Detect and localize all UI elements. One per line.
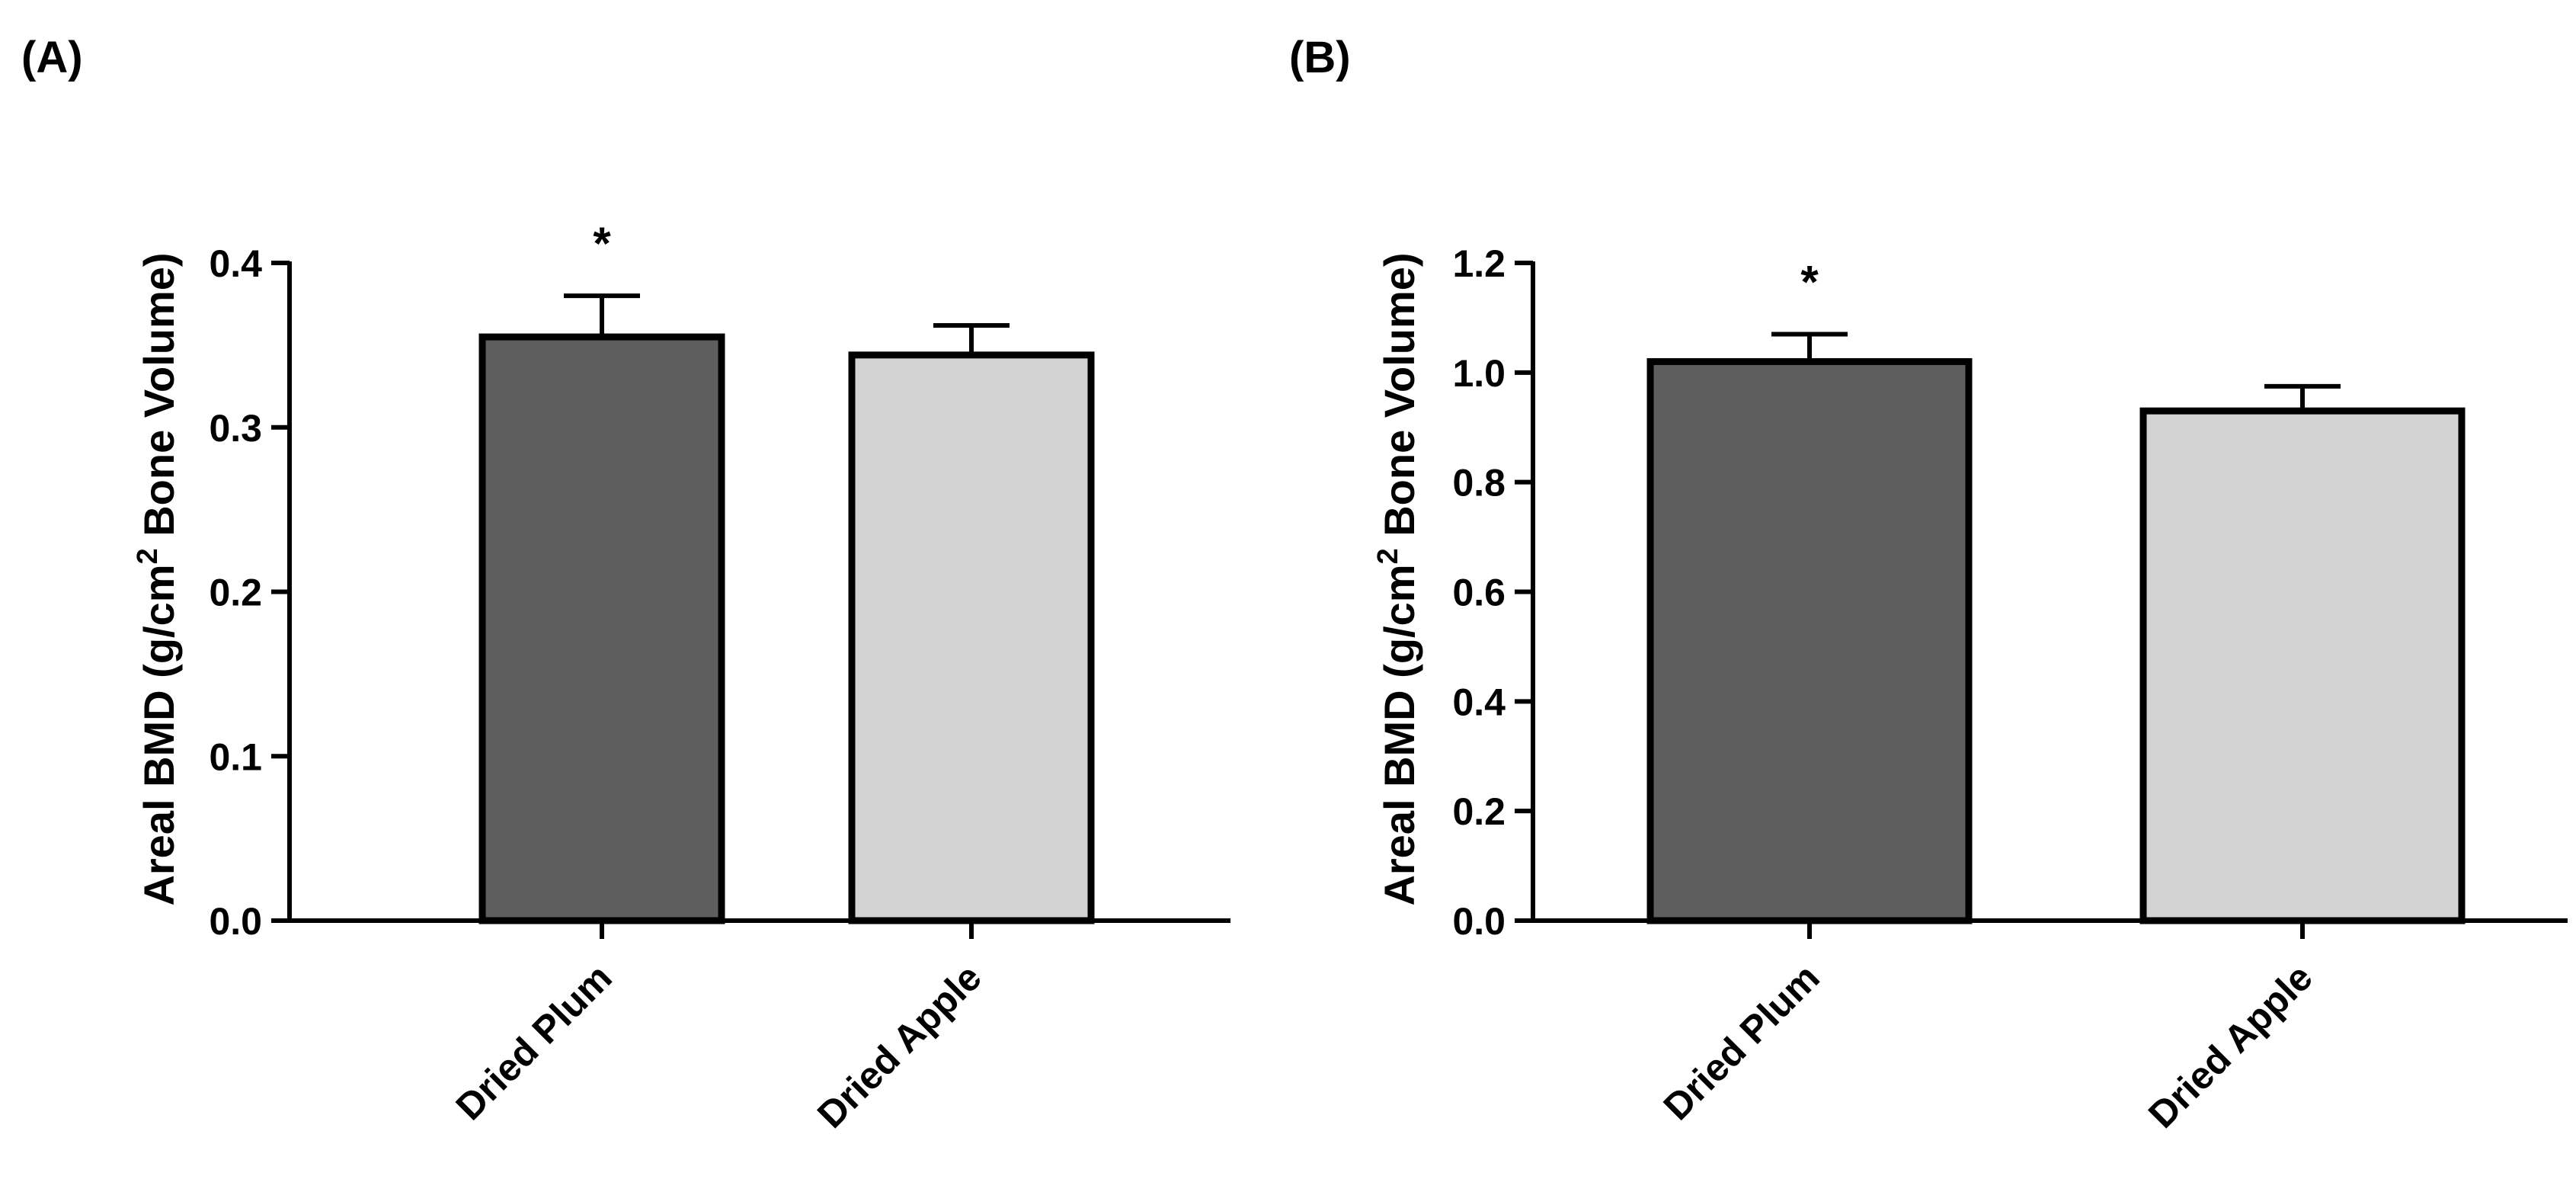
panel-a-ytick-label: 0.0 xyxy=(209,900,262,943)
panel-a-bars: * Dried Plum Dried Apple xyxy=(448,218,1095,1136)
panel-b-y-ticks: 0.0 0.2 0.4 0.6 0.8 1.0 1.2 xyxy=(1452,242,1533,943)
panel-b-ytick-label: 0.4 xyxy=(1452,681,1506,723)
panel-a-ytick-label: 0.3 xyxy=(209,407,262,450)
panel-a-ylabel-sup: 2 xyxy=(132,548,164,564)
panel-b-ytick-label: 1.2 xyxy=(1452,242,1506,285)
panel-b-ylabel-sup: 2 xyxy=(1372,548,1404,564)
panel-b-category-label-dried-plum: Dried Plum xyxy=(1656,956,1828,1128)
panel-a: (A) Areal BMD (g/cm2 Bone Volume) 0.0 0.… xyxy=(21,33,1230,1136)
panel-a-category-label-dried-apple: Dried Apple xyxy=(809,956,990,1136)
panel-b-bars: * Dried Plum Dried Apple xyxy=(1646,256,2466,1136)
panel-a-ytick-label: 0.1 xyxy=(209,735,262,778)
panel-a-ytick-label: 0.4 xyxy=(209,242,262,285)
panel-b-ytick-label: 0.6 xyxy=(1452,572,1506,614)
panel-a-bar-dried-apple xyxy=(848,351,1095,924)
panel-a-significance-dried-plum: * xyxy=(593,218,611,269)
panel-a-label: (A) xyxy=(21,33,83,82)
panel-a-category-label-dried-plum: Dried Plum xyxy=(448,956,620,1128)
panel-b-ytick-label: 0.8 xyxy=(1452,462,1506,505)
panel-b-bar-dried-plum xyxy=(1646,357,1973,924)
panel-a-ylabel: Areal BMD (g/cm2 Bone Volume) xyxy=(132,252,183,905)
panel-a-y-ticks: 0.0 0.1 0.2 0.3 0.4 xyxy=(209,242,290,943)
panel-b-ylabel-tail: Bone Volume) xyxy=(1375,252,1423,548)
panel-b-ytick-label: 1.0 xyxy=(1452,352,1506,395)
panel-a-ytick-label: 0.2 xyxy=(209,572,262,614)
panel-b-ylabel-main: Areal BMD (g/cm xyxy=(1375,564,1423,905)
panel-a-ylabel-tail: Bone Volume) xyxy=(135,252,183,548)
panel-b-ylabel: Areal BMD (g/cm2 Bone Volume) xyxy=(1372,252,1423,905)
panel-b-label: (B) xyxy=(1289,33,1351,82)
panel-b-significance-dried-plum: * xyxy=(1800,256,1819,307)
panel-b-ytick-label: 0.0 xyxy=(1452,900,1506,943)
panel-b: (B) Areal BMD (g/cm2 Bone Volume) 0.0 0.… xyxy=(1289,33,2568,1136)
panel-b-ytick-label: 0.2 xyxy=(1452,790,1506,833)
panel-b-bar-dried-apple xyxy=(2139,407,2466,924)
panel-a-bar-dried-plum xyxy=(478,333,725,924)
panel-a-ylabel-main: Areal BMD (g/cm xyxy=(135,564,183,905)
panel-b-category-label-dried-apple: Dried Apple xyxy=(2140,956,2321,1136)
